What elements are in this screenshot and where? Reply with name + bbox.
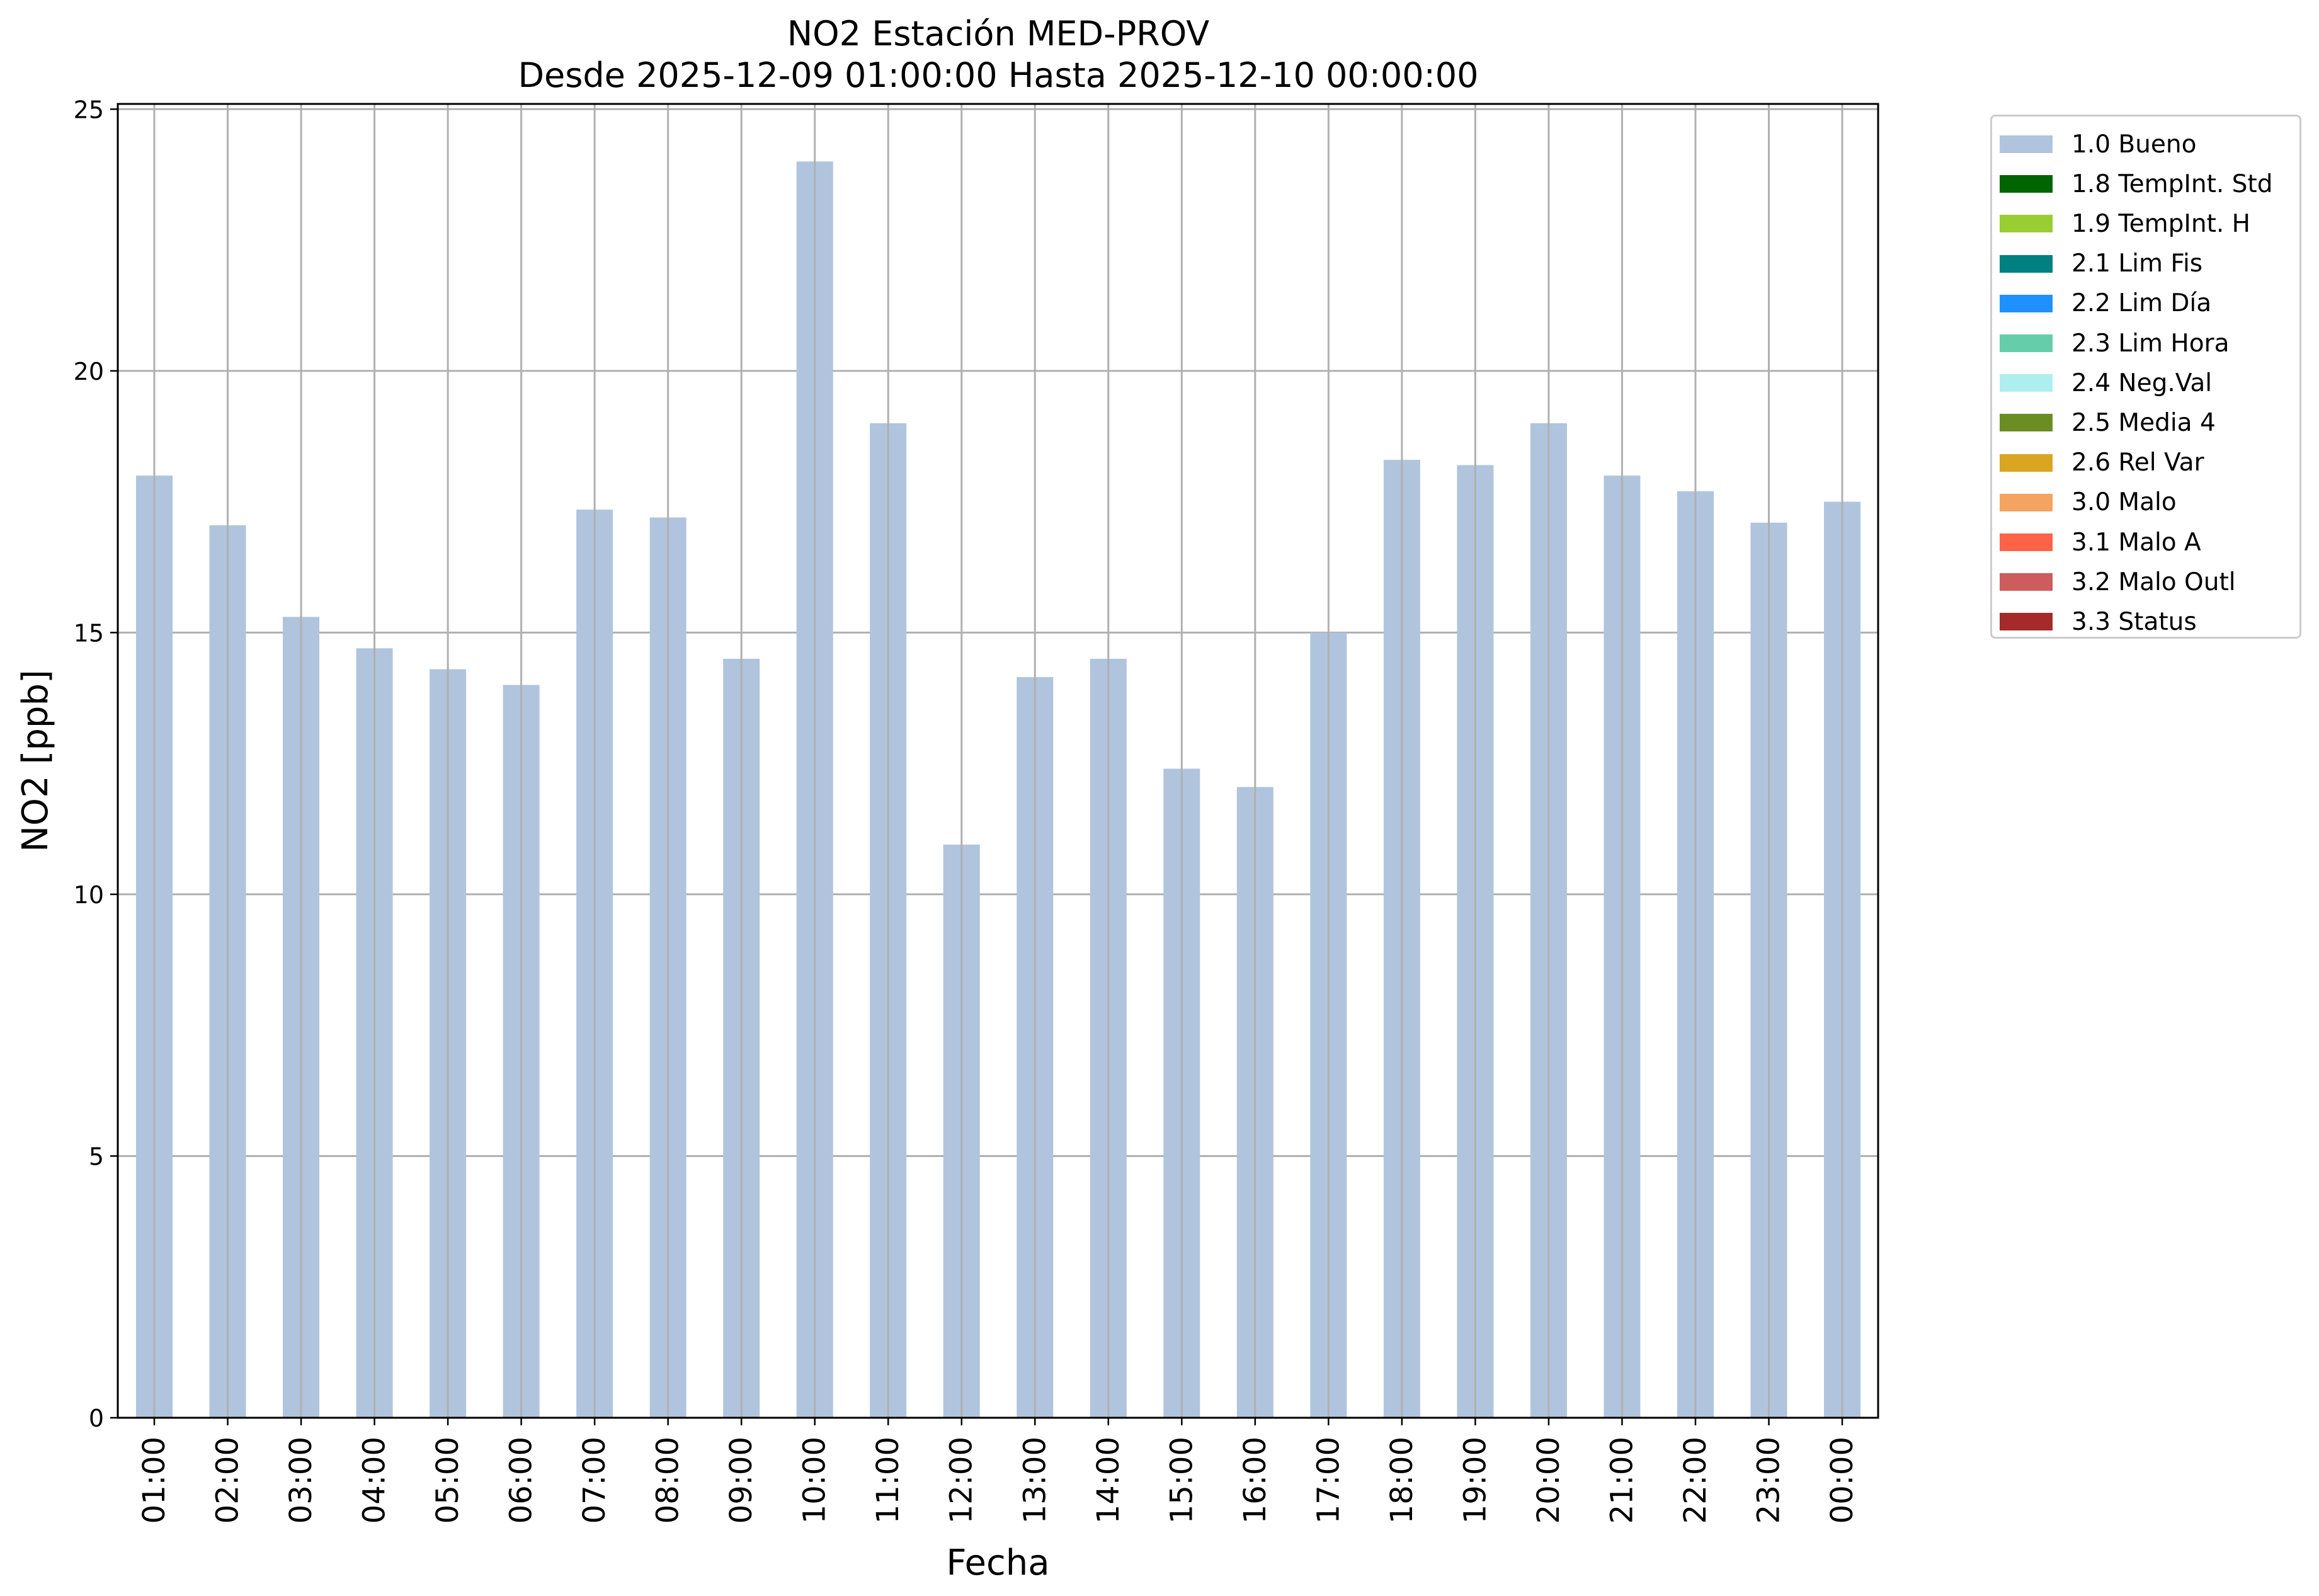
y-tick-label: 20 (74, 358, 104, 385)
legend-swatch (2000, 135, 2053, 153)
x-tick-label: 12:00 (944, 1437, 979, 1524)
x-tick-label: 15:00 (1164, 1437, 1199, 1524)
y-axis-label: NO2 [ppb] (15, 670, 56, 852)
legend-label: 1.9 TempInt. H (2071, 209, 2250, 238)
legend-label: 2.6 Rel Var (2071, 448, 2204, 477)
legend-label: 3.2 Malo Outl (2071, 567, 2236, 596)
x-tick-label: 16:00 (1238, 1437, 1273, 1524)
legend-item: 3.1 Malo A (2000, 523, 2201, 561)
legend-swatch (2000, 573, 2053, 591)
legend-label: 3.1 Malo A (2071, 528, 2201, 557)
legend-swatch (2000, 414, 2053, 432)
legend-item: 3.3 Status (2000, 603, 2197, 641)
legend-swatch (2000, 215, 2053, 233)
x-tick-label: 08:00 (651, 1437, 686, 1524)
legend-label: 3.0 Malo (2071, 488, 2177, 517)
legend-label: 2.4 Neg.Val (2071, 368, 2213, 397)
legend: 1.0 Bueno 1.8 TempInt. Std 1.9 TempInt. H 2… (1990, 115, 2301, 639)
legend-item: 2.3 Lim Hora (2000, 324, 2230, 362)
legend-item: 2.5 Media 4 (2000, 404, 2216, 442)
y-tick-label: 5 (89, 1143, 104, 1170)
legend-item: 2.6 Rel Var (2000, 444, 2204, 482)
y-tick-label: 0 (89, 1405, 104, 1432)
x-axis-label: Fecha (946, 1542, 1049, 1583)
x-tick-label: 05:00 (430, 1437, 465, 1524)
legend-label: 2.5 Media 4 (2071, 408, 2216, 437)
x-tick-label: 11:00 (870, 1437, 906, 1524)
legend-item: 1.8 TempInt. Std (2000, 165, 2272, 203)
x-tick-label: 02:00 (210, 1437, 246, 1524)
x-tick-label: 07:00 (577, 1437, 612, 1524)
legend-swatch (2000, 175, 2053, 193)
legend-item: 1.9 TempInt. H (2000, 205, 2250, 242)
legend-swatch (2000, 453, 2053, 472)
legend-swatch (2000, 254, 2053, 273)
plot-frame (117, 103, 1879, 1419)
legend-label: 2.1 Lim Fis (2071, 249, 2203, 278)
x-tick-label: 20:00 (1531, 1437, 1566, 1524)
legend-swatch (2000, 613, 2053, 631)
x-tick-label: 13:00 (1017, 1437, 1052, 1524)
legend-label: 1.8 TempInt. Std (2071, 169, 2273, 198)
y-tick-label: 25 (74, 96, 104, 123)
x-tick-label: 21:00 (1604, 1437, 1639, 1524)
x-tick-label: 14:00 (1091, 1437, 1126, 1524)
y-tick-label: 15 (74, 619, 104, 647)
legend-label: 2.3 Lim Hora (2071, 329, 2230, 358)
y-tick-label: 10 (74, 881, 104, 909)
legend-label: 1.0 Bueno (2071, 130, 2197, 159)
chart-subtitle: Desde 2025-12-09 01:00:00 Hasta 2025-12-… (518, 55, 1479, 95)
legend-item: 2.4 Neg.Val (2000, 364, 2212, 402)
x-tick-label: 04:00 (357, 1437, 392, 1524)
x-tick-label: 06:00 (504, 1437, 539, 1524)
chart-title: NO2 Estación MED-PROV (787, 14, 1210, 54)
legend-swatch (2000, 334, 2053, 352)
legend-swatch (2000, 493, 2053, 511)
x-tick-label: 03:00 (283, 1437, 319, 1524)
x-tick-label: 10:00 (797, 1437, 833, 1524)
x-tick-label: 22:00 (1678, 1437, 1713, 1524)
legend-label: 2.2 Lim Día (2071, 289, 2212, 318)
legend-item: 3.0 Malo (2000, 484, 2177, 522)
x-tick-label: 17:00 (1311, 1437, 1346, 1524)
legend-swatch (2000, 294, 2053, 312)
legend-item: 2.1 Lim Fis (2000, 245, 2202, 283)
x-tick-label: 18:00 (1384, 1437, 1420, 1524)
x-tick-label: 23:00 (1751, 1437, 1786, 1524)
legend-item: 2.2 Lim Día (2000, 285, 2211, 322)
x-tick-label: 19:00 (1457, 1437, 1493, 1524)
legend-swatch (2000, 533, 2053, 551)
legend-label: 3.3 Status (2071, 607, 2197, 636)
x-tick-label: 01:00 (137, 1437, 172, 1524)
legend-swatch (2000, 374, 2053, 392)
x-tick-label: 09:00 (724, 1437, 759, 1524)
legend-item: 1.0 Bueno (2000, 125, 2196, 163)
x-tick-label: 00:00 (1825, 1437, 1860, 1524)
legend-item: 3.2 Malo Outl (2000, 563, 2236, 601)
